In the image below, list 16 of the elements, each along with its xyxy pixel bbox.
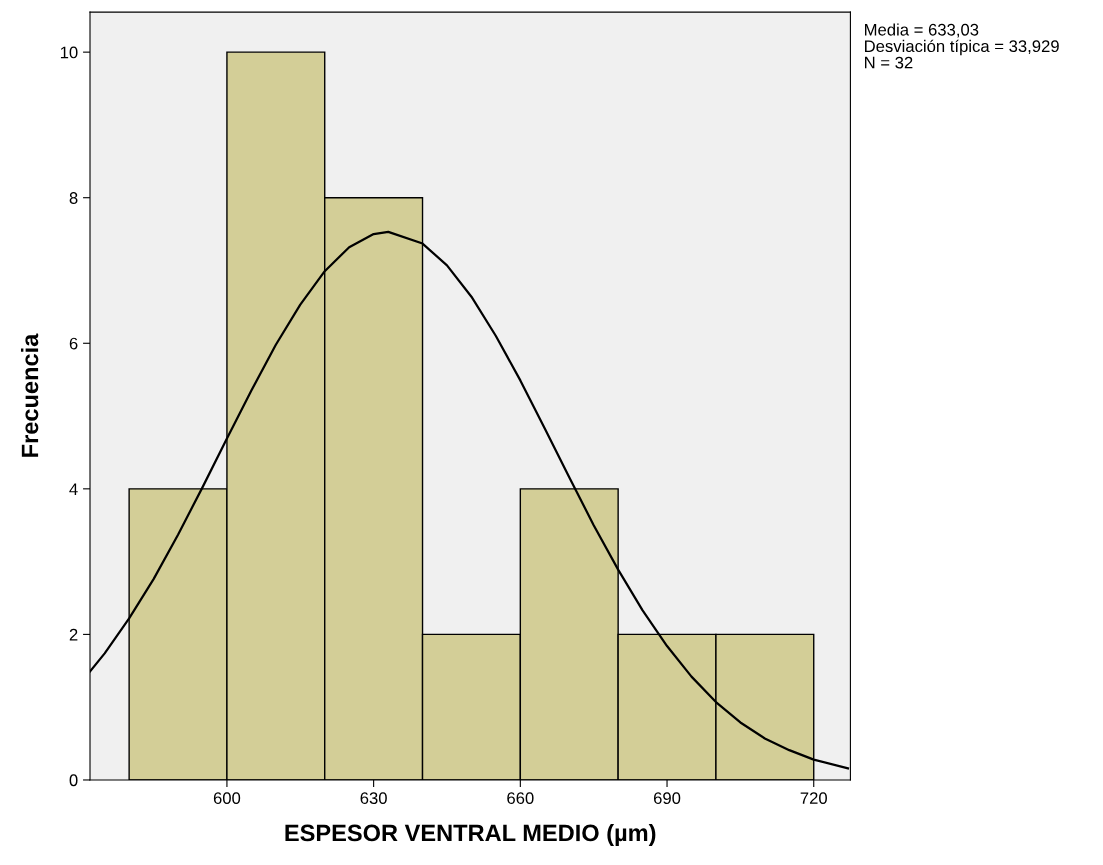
x-tick-label: 660 (507, 792, 534, 805)
y-tick-label: 0 (69, 774, 78, 787)
x-axis-title: ESPESOR VENTRAL MEDIO (µm) (285, 823, 656, 846)
text: Media = 633,03 (865, 23, 979, 38)
y-tick-label: 2 (69, 628, 78, 641)
x-tick-label: 630 (360, 792, 387, 805)
x-tick-label: 690 (653, 792, 681, 805)
y-tick-label: 6 (69, 337, 78, 350)
y-axis-title: Frecuencia (20, 333, 39, 457)
text: Desviación típica = 33,929 (865, 39, 1059, 56)
y-tick-label: 8 (69, 192, 78, 204)
x-tick-label: 600 (213, 792, 241, 805)
x-tick-label: 720 (800, 792, 827, 805)
y-tick-label: 10 (60, 46, 78, 59)
text: N = 32 (865, 56, 913, 69)
y-tick-label: 4 (69, 483, 78, 495)
